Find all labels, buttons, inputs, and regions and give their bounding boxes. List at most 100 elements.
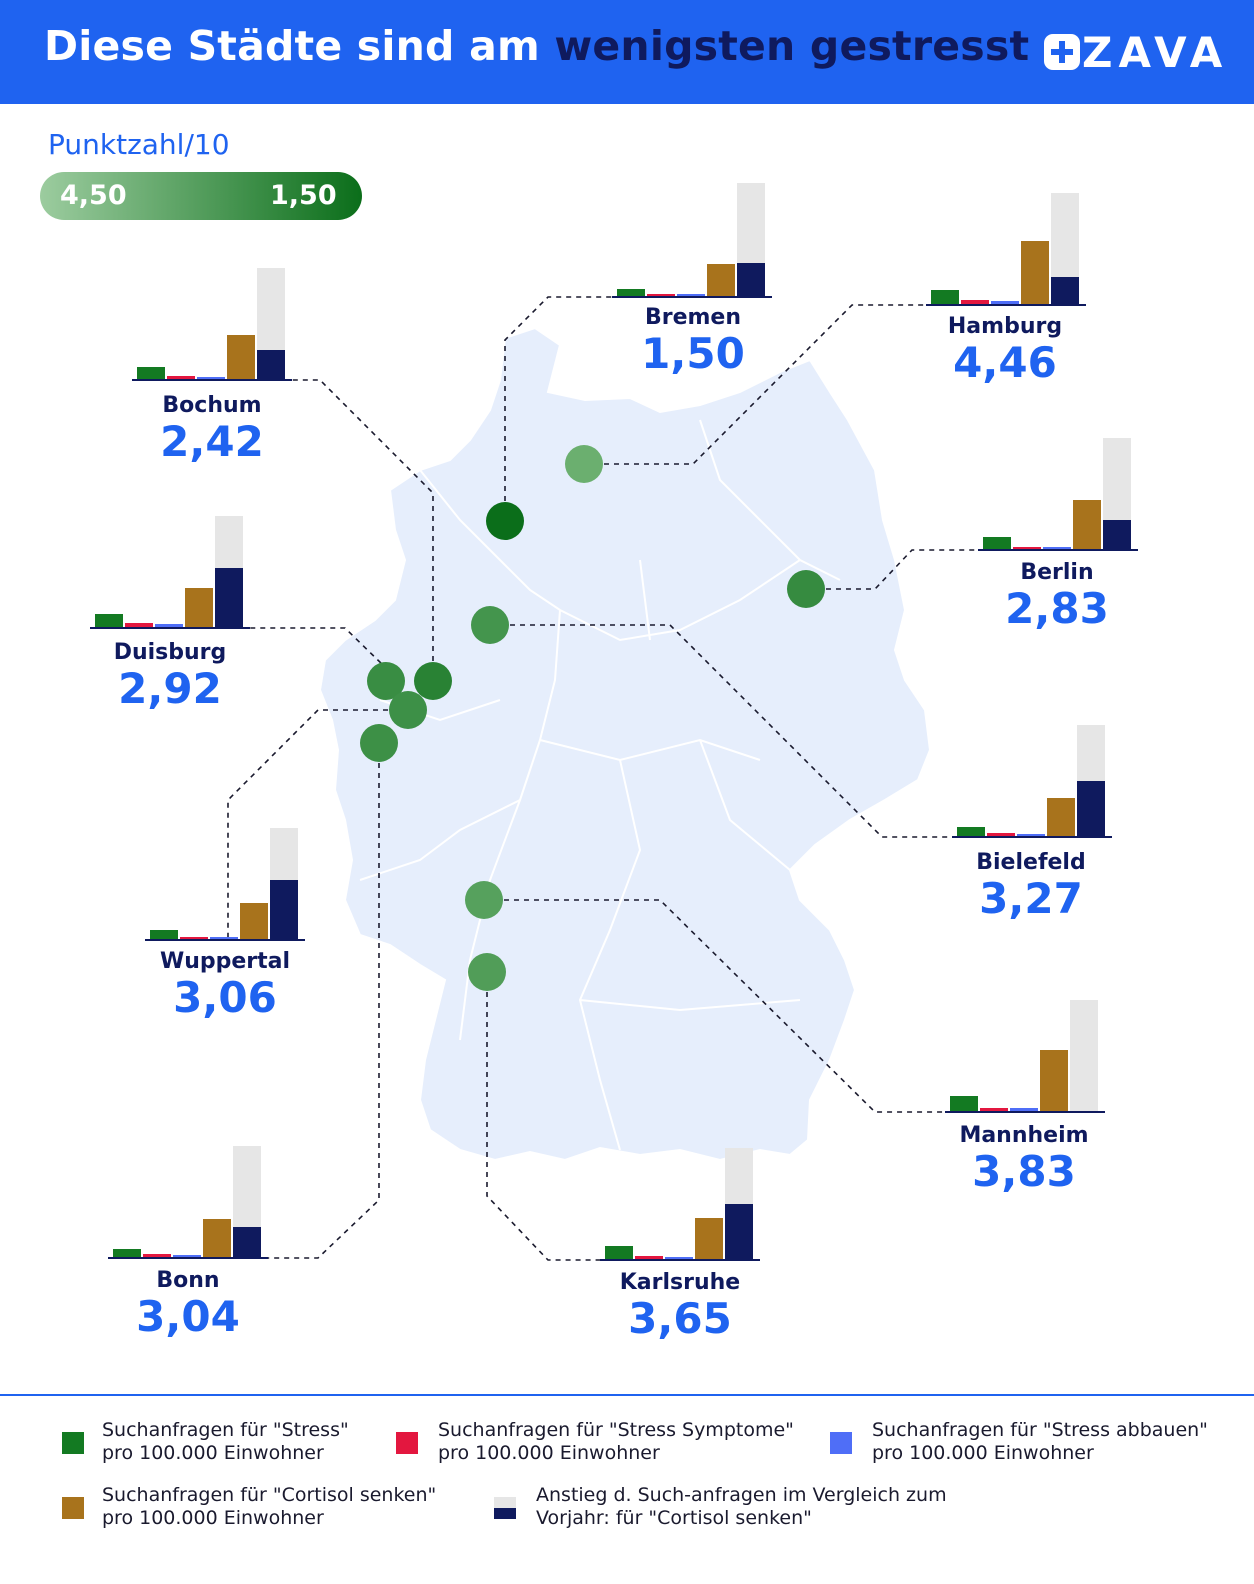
city-name-bochum: Bochum — [162, 393, 262, 418]
bar-cortisol-senken — [203, 1219, 231, 1258]
connector-karlsruhe — [486, 972, 600, 1261]
bar-chart-karlsruhe — [600, 1148, 760, 1261]
connector-lines — [227, 296, 978, 1261]
bar-stress-symptome — [961, 300, 989, 305]
city-dot-bonn[interactable] — [360, 724, 398, 762]
bar-cortisol-senken — [1047, 798, 1075, 837]
score-gradient-bar — [40, 172, 362, 220]
page-title: Diese Städte sind am wenigsten gestresst — [44, 22, 1029, 70]
germany-map-shape — [318, 326, 932, 1162]
scale-high-label: 1,50 — [270, 180, 337, 211]
bar-stress — [605, 1246, 633, 1260]
legend-swatch-cortisol-senken — [62, 1497, 84, 1519]
legend-item-stress: Suchanfragen für "Stress" pro 100.000 Ei… — [102, 1419, 349, 1465]
bar-stress — [137, 367, 165, 380]
city-dot-bochum[interactable] — [414, 662, 452, 700]
bar-stress-abbauen — [677, 294, 705, 297]
bar-stress-abbauen — [665, 1257, 693, 1260]
bar-stress-abbauen — [991, 301, 1019, 305]
city-score-bonn: 3,04 — [136, 1292, 240, 1341]
city-name-mannheim: Mannheim — [959, 1123, 1089, 1148]
connector-berlin — [806, 549, 978, 590]
bar-anstieg — [725, 1204, 753, 1260]
city-score-karlsruhe: 3,65 — [628, 1294, 732, 1343]
connector-duisburg — [250, 627, 387, 681]
plus-icon — [1044, 34, 1080, 70]
legend-label: pro 100.000 Einwohner — [438, 1442, 660, 1464]
bar-stress-symptome — [180, 937, 208, 940]
city-dot-mannheim[interactable] — [465, 881, 503, 919]
scale-title: Punktzahl/10 — [48, 128, 230, 161]
bar-stress — [931, 290, 959, 305]
bar-cortisol-senken — [707, 264, 735, 297]
bar-stress-abbauen — [173, 1255, 201, 1258]
bar-stress-symptome — [143, 1254, 171, 1258]
city-name-wuppertal: Wuppertal — [159, 949, 291, 974]
connector-wuppertal — [227, 709, 408, 940]
bar-stress-symptome — [167, 376, 195, 380]
city-score-duisburg: 2,92 — [118, 664, 222, 713]
logo-text: ZAVA — [1082, 28, 1229, 77]
bar-stress-symptome — [635, 1256, 663, 1260]
bar-chart-bielefeld — [952, 725, 1112, 838]
legend-label: Suchanfragen für "Stress abbauen" — [872, 1419, 1208, 1441]
bar-stress-symptome — [125, 623, 153, 628]
title-highlight: wenigsten gestresst — [554, 22, 1030, 70]
bar-cortisol-senken — [1040, 1050, 1068, 1112]
legend-swatch-stress-abbauen — [830, 1432, 852, 1454]
connector-bremen — [504, 296, 612, 521]
city-dot-bremen[interactable] — [486, 502, 524, 540]
bar-chart-bremen — [612, 183, 772, 298]
city-score-berlin: 2,83 — [1005, 584, 1109, 633]
bar-chart-wuppertal — [145, 828, 305, 941]
bar-stress — [983, 537, 1011, 550]
city-name-bonn: Bonn — [156, 1268, 220, 1293]
legend-divider — [0, 1394, 1254, 1396]
bar-stress — [95, 614, 123, 628]
legend-swatch-stress-symptome — [396, 1432, 418, 1454]
city-dot-wuppertal[interactable] — [389, 691, 427, 729]
bar-stress-abbauen — [1017, 834, 1045, 837]
bar-anstieg-bg — [1070, 1000, 1098, 1112]
bar-stress-abbauen — [155, 624, 183, 628]
city-dot-berlin[interactable] — [787, 570, 825, 608]
bar-anstieg — [1077, 781, 1105, 837]
bar-cortisol-senken — [1021, 241, 1049, 305]
germany-outline — [318, 326, 932, 1162]
city-name-bielefeld: Bielefeld — [976, 850, 1086, 875]
bar-stress-abbauen — [1043, 547, 1071, 550]
bar-chart-bonn — [108, 1146, 268, 1259]
legend-label: pro 100.000 Einwohner — [102, 1442, 324, 1464]
city-score-bremen: 1,50 — [641, 329, 745, 378]
city-dot-duisburg[interactable] — [367, 662, 405, 700]
bar-chart-hamburg — [926, 193, 1086, 306]
bar-stress-symptome — [647, 294, 675, 297]
city-name-duisburg: Duisburg — [113, 640, 227, 665]
bar-stress — [950, 1096, 978, 1112]
city-dot-bielefeld[interactable] — [471, 606, 509, 644]
state-borders — [359, 419, 841, 1151]
header-banner: Diese Städte sind am wenigsten gestresst… — [0, 0, 1254, 104]
bar-chart-duisburg — [90, 516, 250, 629]
city-dot-hamburg[interactable] — [565, 445, 603, 483]
legend-item-cortisol-senken: Suchanfragen für "Cortisol senken" pro 1… — [102, 1484, 436, 1530]
legend-item-stress-abbauen: Suchanfragen für "Stress abbauen" pro 10… — [872, 1419, 1208, 1465]
legend-swatch-stress — [62, 1432, 84, 1454]
connector-mannheim — [484, 899, 945, 1113]
germany-map-graphic — [90, 183, 1138, 1261]
bar-stress-symptome — [980, 1108, 1008, 1112]
bar-anstieg — [1103, 520, 1131, 550]
bar-cortisol-senken — [240, 903, 268, 940]
bar-stress-abbauen — [1010, 1108, 1038, 1112]
bar-chart-mannheim — [945, 1000, 1105, 1113]
bar-stress-symptome — [1013, 547, 1041, 550]
city-score-bochum: 2,42 — [160, 417, 264, 466]
city-dot-karlsruhe[interactable] — [468, 953, 506, 991]
bar-cortisol-senken — [1073, 500, 1101, 550]
legend-swatch-anstieg — [494, 1497, 516, 1519]
bar-stress — [957, 827, 985, 837]
legend-label: Suchanfragen für "Stress" — [102, 1419, 349, 1441]
title-text: Diese Städte sind am — [44, 22, 555, 70]
legend-label: Suchanfragen für "Stress Symptome" — [438, 1419, 794, 1441]
connector-hamburg — [584, 304, 926, 465]
